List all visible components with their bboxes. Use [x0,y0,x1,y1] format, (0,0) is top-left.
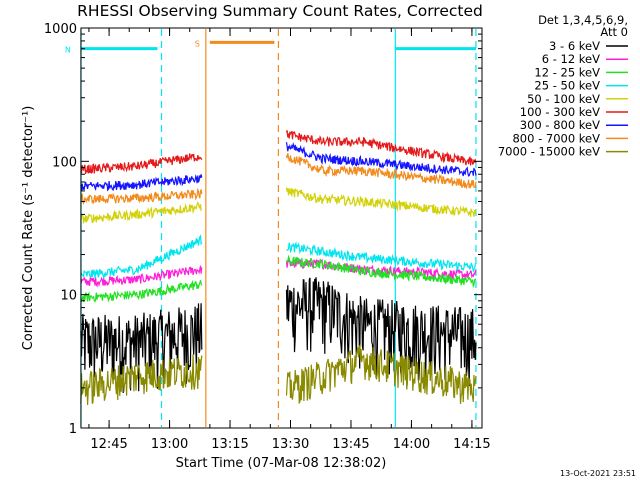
flag-label: S [195,39,200,48]
series-line [80,234,203,280]
legend-entry-label: 3 - 6 keV [549,39,600,53]
series-line [80,201,203,224]
legend-entry-label: 300 - 800 keV [520,118,600,132]
legend-header: Det 1,3,4,5,6,9, [538,13,628,27]
series-line [285,153,477,190]
legend-entry-label: 100 - 300 keV [520,105,600,119]
x-tick-label: 13:45 [332,437,369,452]
legend-entry-label: 50 - 100 keV [527,92,600,106]
series-line [80,303,203,394]
y-tick-label: 1000 [44,22,77,37]
plot-frame [80,27,483,429]
legend-header: Att 0 [600,25,628,39]
series-line [285,254,477,289]
legend-entry-label: 12 - 25 keV [534,65,600,79]
legend-entry-label: 25 - 50 keV [534,79,600,93]
footer-date: 13-Oct-2021 23:51 [560,469,636,478]
series-line [285,141,477,177]
legend-entry-label: 6 - 12 keV [542,52,600,66]
series-line [285,187,477,217]
x-tick-label: 14:00 [393,437,430,452]
series-line [80,153,203,175]
flag-bars: NS [65,39,476,55]
legend-entry-label: 7000 - 15000 keV [498,145,600,159]
y-tick-label: 100 [52,155,77,170]
y-tick-label: 1 [69,422,77,437]
series-line [285,277,477,387]
x-axis: 12:45 13:00 13:15 13:30 13:45 14:00 14:15 [88,28,491,452]
series-line [80,279,203,303]
series-lines [80,130,477,406]
series-line [80,265,203,288]
series-line [285,130,477,166]
x-tick-label: 12:45 [90,437,127,452]
x-tick-label: 13:00 [151,437,188,452]
series-line [80,174,203,192]
series-line [285,344,477,405]
y-axis-label: Corrected Count Rate (s⁻¹ detector⁻¹) [21,106,36,351]
chart-title: RHESSI Observing Summary Count Rates, Co… [77,2,483,20]
y-axis: 1 10 100 1000 [44,22,482,437]
legend-entry-label: 800 - 7000 keV [512,131,600,145]
x-tick-label: 13:15 [211,437,248,452]
series-line [80,354,203,406]
x-tick-label: 13:30 [272,437,309,452]
x-tick-label: 14:15 [453,437,490,452]
flag-label: N [65,46,71,55]
series-line [80,187,203,205]
x-axis-label: Start Time (07-Mar-08 12:38:02) [176,456,387,471]
y-tick-label: 10 [60,289,77,304]
series-line [286,241,477,274]
